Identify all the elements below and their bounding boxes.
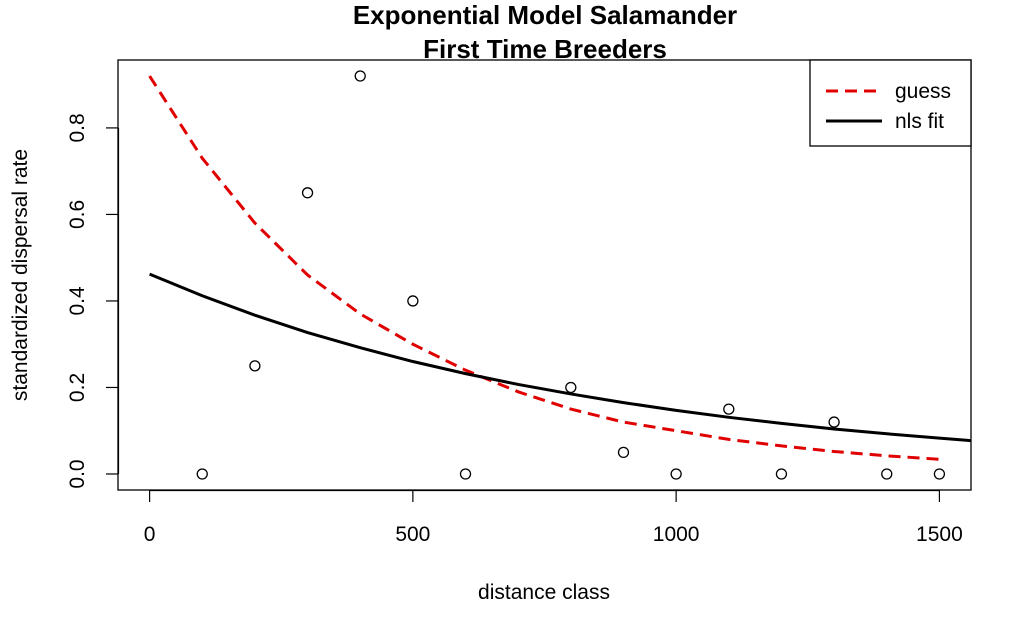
x-tick-label: 500 xyxy=(395,523,430,546)
data-point xyxy=(617,446,630,459)
series-line-guess xyxy=(148,75,940,461)
data-point xyxy=(933,468,946,480)
y-tick-label: 0.4 xyxy=(66,286,89,316)
y-tick-label: 0.2 xyxy=(66,373,89,402)
legend-box xyxy=(809,59,972,147)
y-axis: 0.0 0.2 0.4 0.6 0.8 xyxy=(66,113,120,489)
x-tick-label: 1000 xyxy=(653,523,700,546)
legend: guess nls fit xyxy=(809,59,972,147)
y-tick-label: 0.0 xyxy=(66,459,89,488)
data-point xyxy=(775,468,788,480)
data-point xyxy=(723,403,735,415)
data-point xyxy=(670,468,682,480)
data-point xyxy=(354,70,366,82)
chart-subtitle: First Time Breeders xyxy=(423,34,667,64)
x-tick-label: 0 xyxy=(144,523,156,546)
legend-label: guess xyxy=(895,80,951,103)
data-point xyxy=(249,360,261,372)
data-point xyxy=(301,187,314,199)
y-tick-label: 0.6 xyxy=(66,200,89,229)
y-tick-label: 0.8 xyxy=(66,113,89,142)
x-axis-label: distance class xyxy=(478,581,610,604)
points-layer xyxy=(196,70,946,480)
data-point xyxy=(407,295,419,307)
y-axis-label: standardized dispersal rate xyxy=(9,149,32,401)
chart-title: Exponential Model Salamander xyxy=(353,0,737,30)
data-point xyxy=(196,468,208,480)
series-line-nls-fit xyxy=(149,272,971,443)
series-layer xyxy=(148,75,971,461)
x-axis: 0 500 1000 1500 xyxy=(144,489,963,546)
data-point xyxy=(881,468,893,480)
data-point xyxy=(828,416,840,428)
legend-label: nls fit xyxy=(895,110,944,133)
data-point xyxy=(459,468,472,480)
x-tick-label: 1500 xyxy=(916,523,963,546)
data-point xyxy=(565,381,577,394)
